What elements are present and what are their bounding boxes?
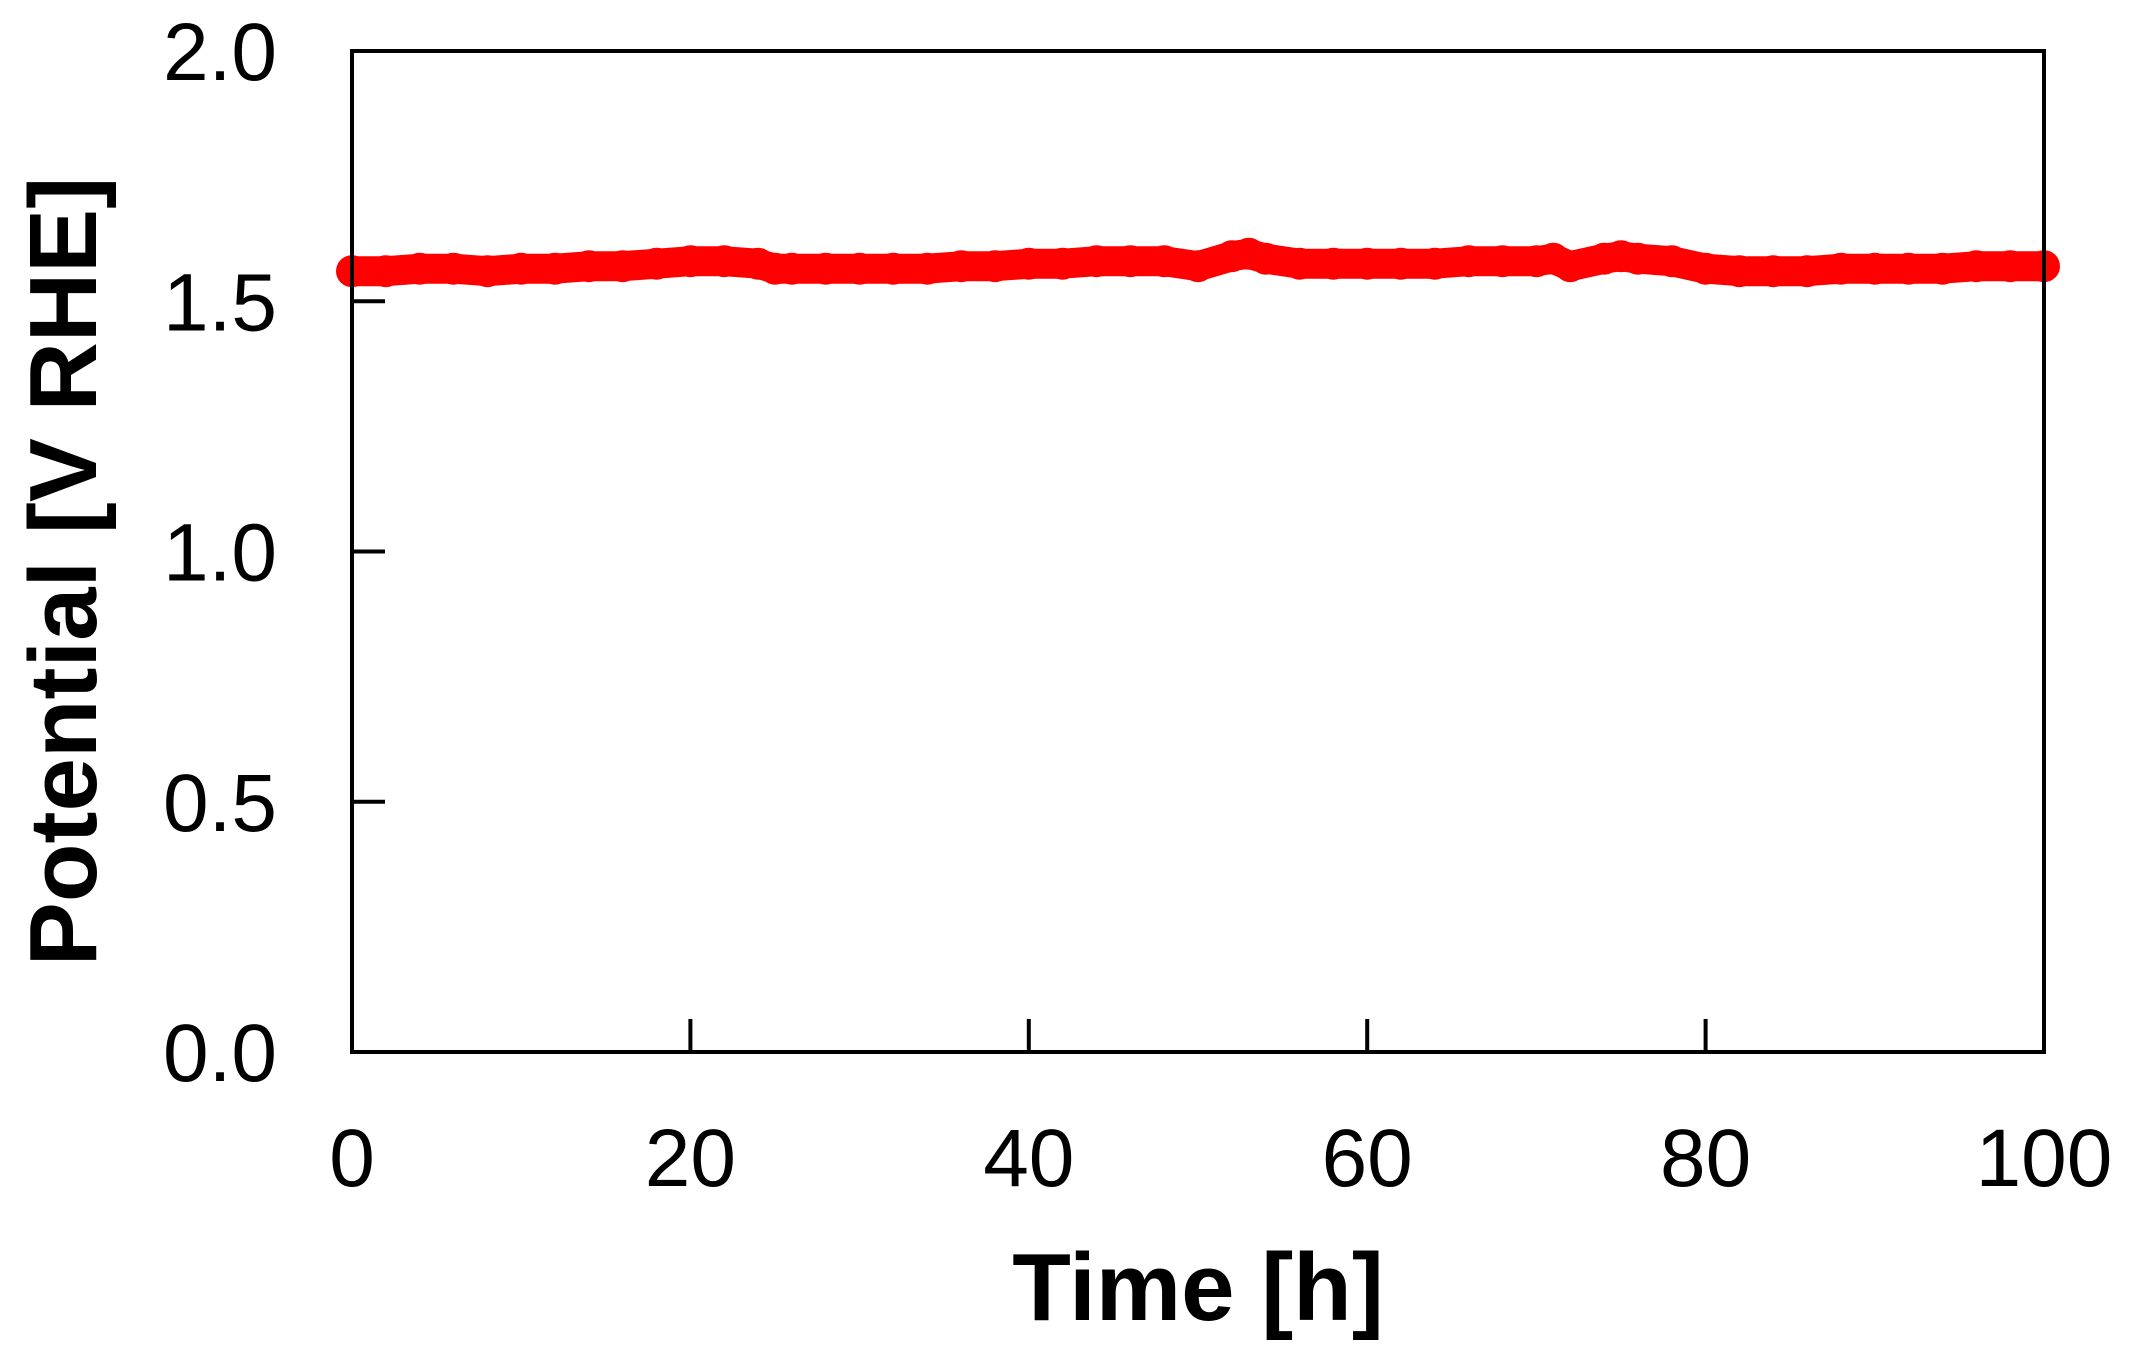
data-point xyxy=(1858,252,1891,285)
data-point xyxy=(572,250,605,283)
data-point xyxy=(471,255,504,288)
data-point xyxy=(877,252,910,285)
data-point xyxy=(979,250,1011,283)
data-point xyxy=(708,245,741,278)
data-point xyxy=(1892,252,1925,285)
data-point xyxy=(640,247,673,280)
data-point xyxy=(606,250,639,283)
x-tick-label: 60 xyxy=(1322,1113,1413,1204)
data-point xyxy=(539,252,571,285)
data-point xyxy=(1723,255,1756,288)
data-point xyxy=(369,255,402,288)
data-point xyxy=(775,252,808,285)
y-tick-label: 1.5 xyxy=(163,257,277,348)
x-axis-title: Time [h] xyxy=(1012,1234,1384,1341)
data-point xyxy=(1182,250,1214,283)
series-layer xyxy=(336,237,2060,288)
data-point xyxy=(1080,245,1113,278)
y-tick-label: 0.0 xyxy=(163,1008,277,1099)
data-point xyxy=(1689,252,1722,285)
data-point xyxy=(1825,252,1857,285)
data-point xyxy=(1317,247,1350,280)
data-point xyxy=(1554,250,1587,283)
data-point xyxy=(945,250,978,283)
y-axis-ticks: 0.0 0.5 1.0 1.5 2.0 xyxy=(163,7,385,1099)
data-point xyxy=(1351,247,1384,280)
data-point xyxy=(1994,250,2027,283)
y-tick-label: 0.5 xyxy=(163,758,277,849)
data-point xyxy=(1249,242,1282,275)
data-point xyxy=(1148,245,1181,278)
data-point xyxy=(1757,255,1790,288)
data-point xyxy=(1791,255,1824,288)
x-tick-label: 100 xyxy=(1976,1113,2113,1204)
data-point xyxy=(1486,245,1519,278)
y-axis-title: Potential [V RHE] xyxy=(10,177,117,966)
data-point xyxy=(1926,252,1959,285)
data-point xyxy=(437,252,470,285)
data-point xyxy=(1046,247,1079,280)
x-tick-label: 40 xyxy=(983,1113,1074,1204)
data-point xyxy=(1621,242,1654,275)
data-point xyxy=(1012,247,1045,280)
x-tick-label: 80 xyxy=(1660,1113,1751,1204)
data-point xyxy=(505,252,538,285)
data-point xyxy=(674,245,707,278)
data-point xyxy=(403,252,436,285)
y-tick-label: 1.0 xyxy=(163,508,277,599)
data-point xyxy=(1452,245,1485,278)
data-point xyxy=(1385,247,1417,280)
data-point xyxy=(1114,245,1147,278)
data-point xyxy=(1283,247,1316,280)
data-point xyxy=(1655,245,1688,278)
data-point xyxy=(911,252,944,285)
x-axis-ticks: 0 20 40 60 80 100 xyxy=(329,1019,2112,1204)
data-point xyxy=(809,252,842,285)
data-point xyxy=(1960,250,1993,283)
y-tick-label: 2.0 xyxy=(163,7,277,98)
x-tick-label: 20 xyxy=(645,1113,736,1204)
x-tick-label: 0 xyxy=(329,1113,375,1204)
data-point xyxy=(843,252,876,285)
data-point xyxy=(1418,247,1451,280)
